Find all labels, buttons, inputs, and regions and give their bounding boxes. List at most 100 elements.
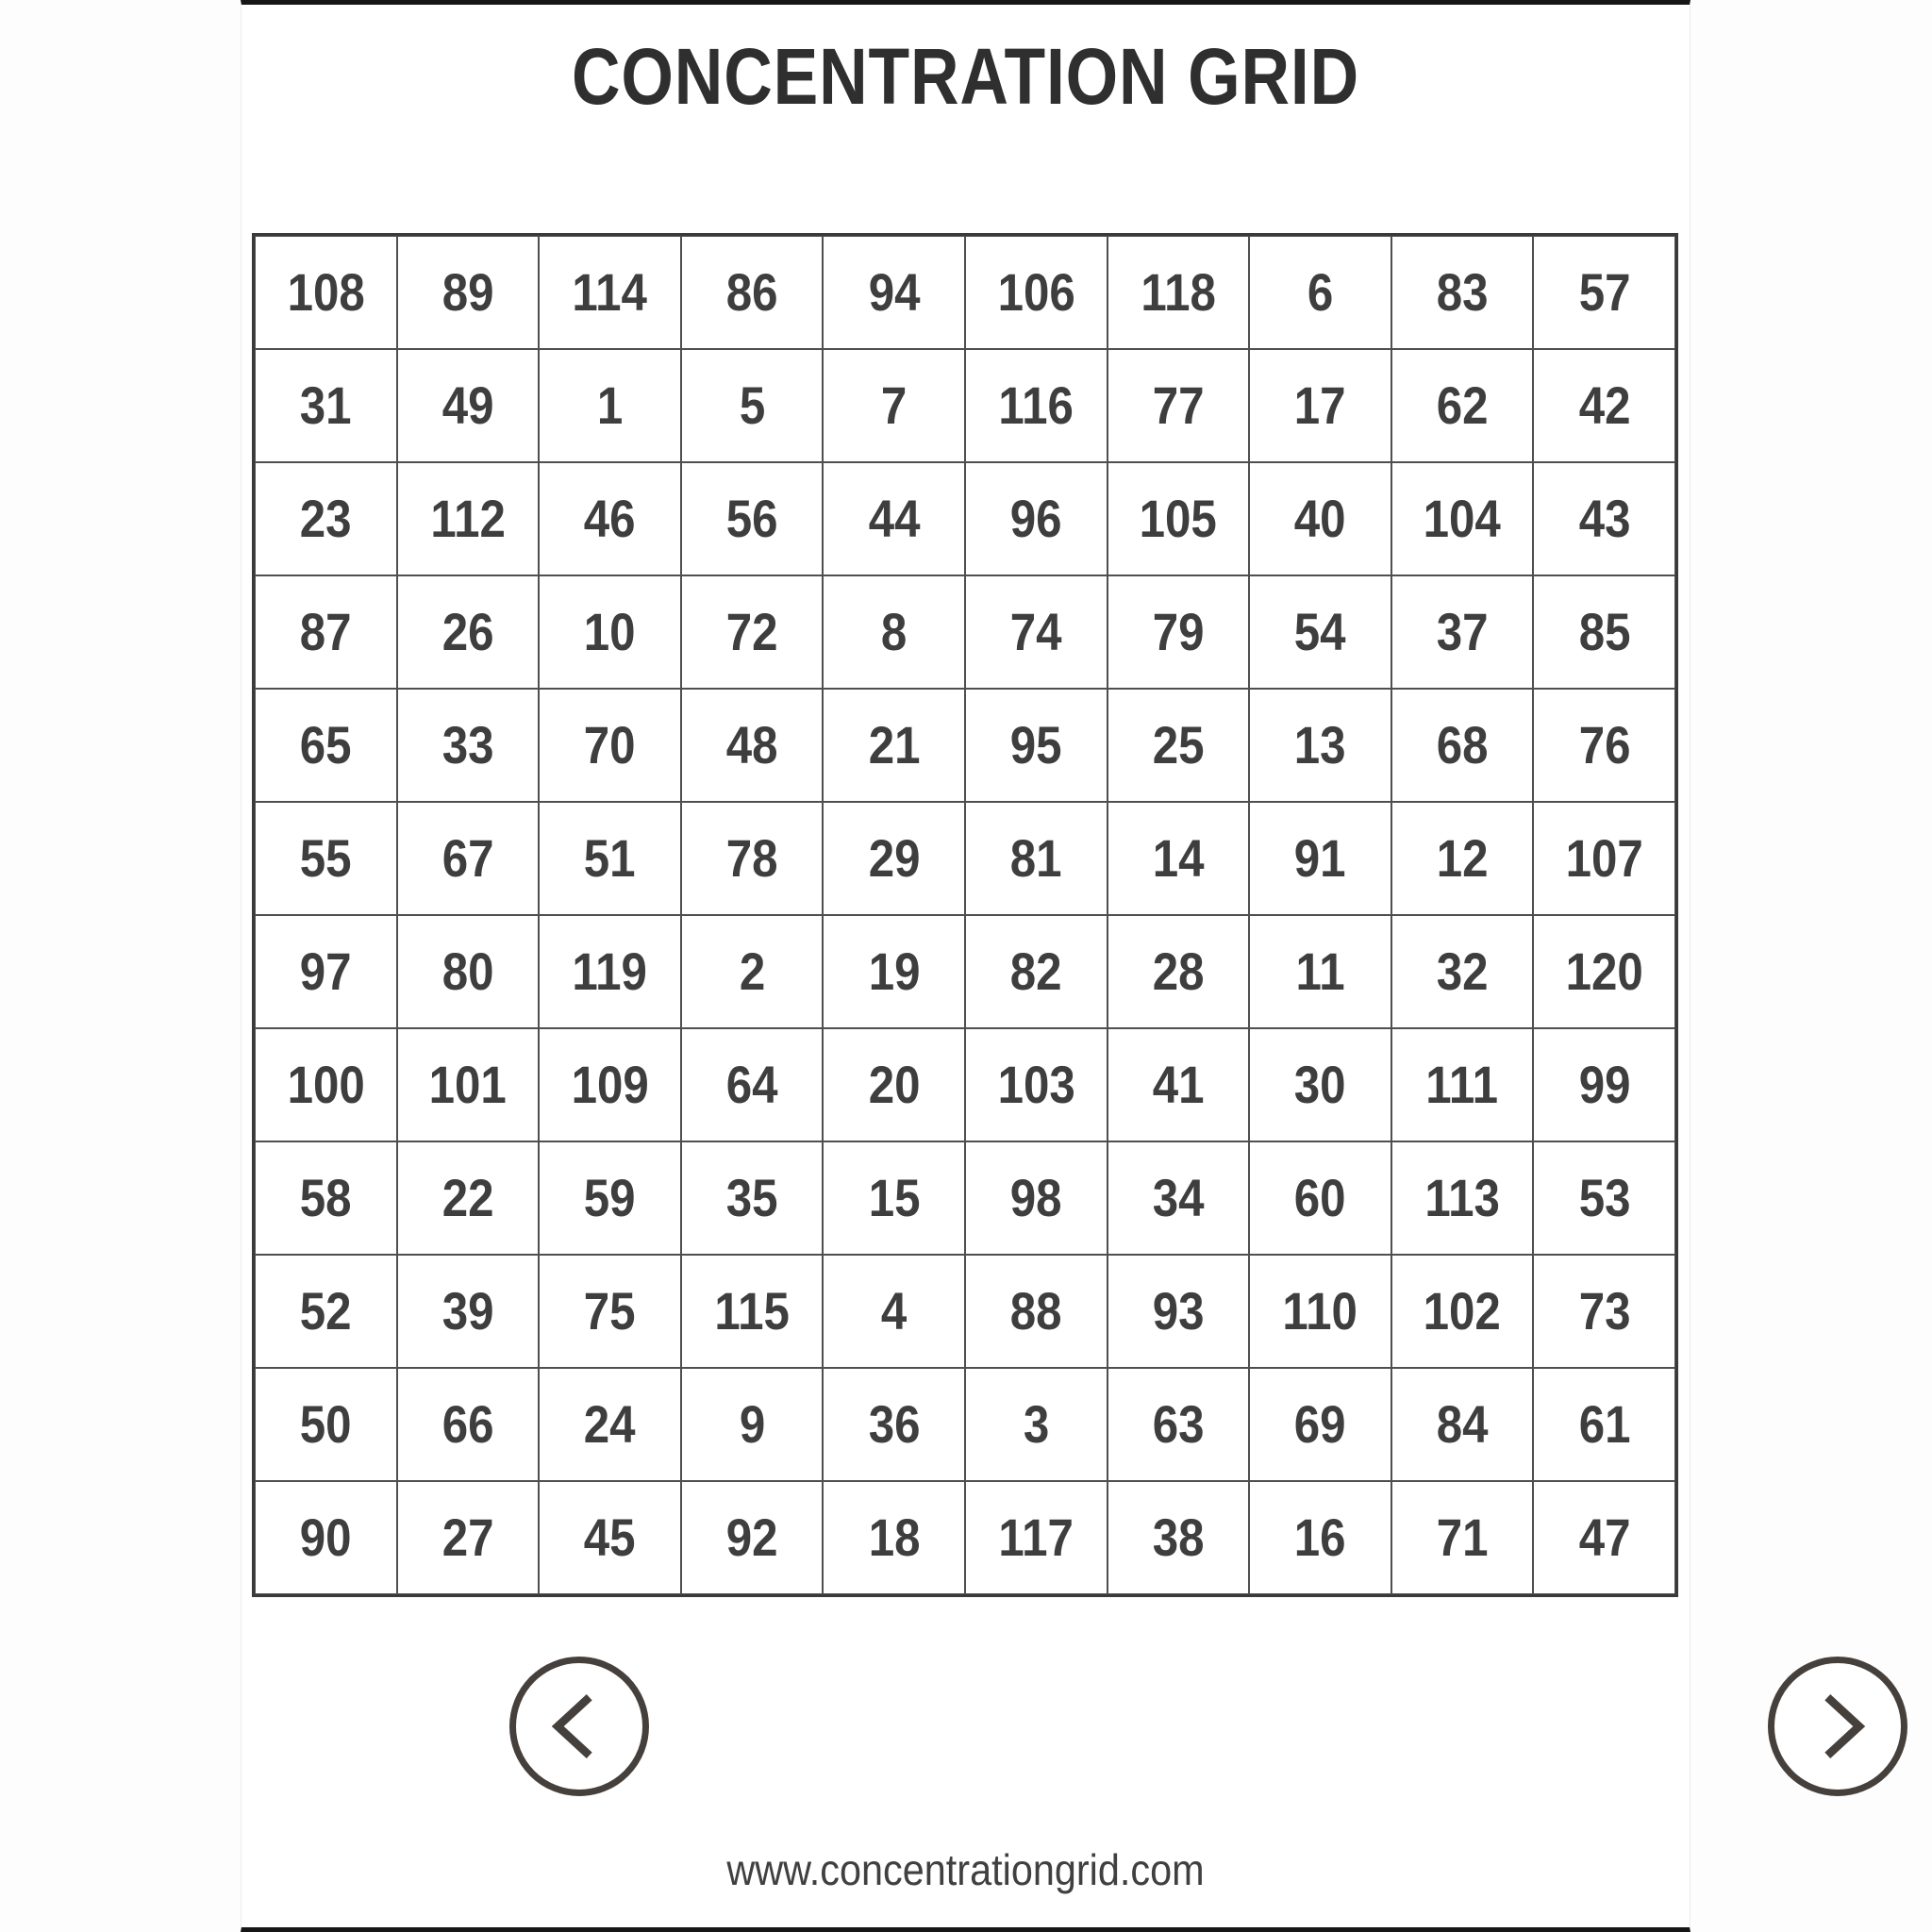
grid-cell-48[interactable]: 48: [680, 689, 824, 802]
grid-cell-83[interactable]: 83: [1391, 236, 1534, 349]
grid-cell-81[interactable]: 81: [965, 802, 1108, 915]
grid-cell-65[interactable]: 65: [255, 689, 397, 802]
grid-cell-99[interactable]: 99: [1533, 1028, 1675, 1141]
grid-cell-39[interactable]: 39: [396, 1255, 540, 1368]
grid-cell-63[interactable]: 63: [1107, 1368, 1250, 1481]
grid-cell-22[interactable]: 22: [396, 1141, 540, 1255]
grid-cell-3[interactable]: 3: [965, 1368, 1108, 1481]
grid-cell-89[interactable]: 89: [396, 236, 540, 349]
grid-cell-14[interactable]: 14: [1107, 802, 1250, 915]
grid-cell-94[interactable]: 94: [823, 236, 965, 349]
grid-cell-6[interactable]: 6: [1249, 236, 1391, 349]
grid-cell-92[interactable]: 92: [680, 1481, 824, 1594]
grid-cell-13[interactable]: 13: [1249, 689, 1391, 802]
grid-cell-19[interactable]: 19: [823, 915, 965, 1028]
grid-cell-86[interactable]: 86: [680, 236, 824, 349]
grid-cell-107[interactable]: 107: [1533, 802, 1675, 915]
grid-cell-30[interactable]: 30: [1249, 1028, 1391, 1141]
grid-cell-98[interactable]: 98: [965, 1141, 1108, 1255]
grid-cell-100[interactable]: 100: [255, 1028, 397, 1141]
grid-cell-78[interactable]: 78: [680, 802, 824, 915]
grid-cell-50[interactable]: 50: [255, 1368, 397, 1481]
grid-cell-29[interactable]: 29: [823, 802, 965, 915]
grid-cell-93[interactable]: 93: [1107, 1255, 1250, 1368]
grid-cell-79[interactable]: 79: [1107, 575, 1250, 689]
grid-cell-113[interactable]: 113: [1391, 1141, 1534, 1255]
grid-cell-111[interactable]: 111: [1391, 1028, 1534, 1141]
grid-cell-54[interactable]: 54: [1249, 575, 1391, 689]
grid-cell-26[interactable]: 26: [396, 575, 540, 689]
grid-cell-32[interactable]: 32: [1391, 915, 1534, 1028]
grid-cell-101[interactable]: 101: [396, 1028, 540, 1141]
grid-cell-66[interactable]: 66: [396, 1368, 540, 1481]
grid-cell-90[interactable]: 90: [255, 1481, 397, 1594]
grid-cell-95[interactable]: 95: [965, 689, 1108, 802]
grid-cell-42[interactable]: 42: [1533, 349, 1675, 462]
grid-cell-44[interactable]: 44: [823, 462, 965, 575]
grid-cell-72[interactable]: 72: [680, 575, 824, 689]
grid-cell-118[interactable]: 118: [1107, 236, 1250, 349]
grid-cell-112[interactable]: 112: [396, 462, 540, 575]
next-page-button[interactable]: [1768, 1657, 1907, 1796]
grid-cell-116[interactable]: 116: [965, 349, 1108, 462]
grid-cell-103[interactable]: 103: [965, 1028, 1108, 1141]
grid-cell-56[interactable]: 56: [680, 462, 824, 575]
grid-cell-71[interactable]: 71: [1391, 1481, 1534, 1594]
grid-cell-11[interactable]: 11: [1249, 915, 1391, 1028]
grid-cell-85[interactable]: 85: [1533, 575, 1675, 689]
grid-cell-20[interactable]: 20: [823, 1028, 965, 1141]
grid-cell-21[interactable]: 21: [823, 689, 965, 802]
grid-cell-70[interactable]: 70: [539, 689, 681, 802]
grid-cell-12[interactable]: 12: [1391, 802, 1534, 915]
grid-cell-5[interactable]: 5: [680, 349, 824, 462]
grid-cell-75[interactable]: 75: [539, 1255, 681, 1368]
grid-cell-15[interactable]: 15: [823, 1141, 965, 1255]
grid-cell-119[interactable]: 119: [539, 915, 681, 1028]
grid-cell-28[interactable]: 28: [1107, 915, 1250, 1028]
grid-cell-106[interactable]: 106: [965, 236, 1108, 349]
grid-cell-91[interactable]: 91: [1249, 802, 1391, 915]
grid-cell-17[interactable]: 17: [1249, 349, 1391, 462]
grid-cell-2[interactable]: 2: [680, 915, 824, 1028]
grid-cell-117[interactable]: 117: [965, 1481, 1108, 1594]
grid-cell-80[interactable]: 80: [396, 915, 540, 1028]
grid-cell-57[interactable]: 57: [1533, 236, 1675, 349]
grid-cell-9[interactable]: 9: [680, 1368, 824, 1481]
grid-cell-76[interactable]: 76: [1533, 689, 1675, 802]
grid-cell-88[interactable]: 88: [965, 1255, 1108, 1368]
grid-cell-68[interactable]: 68: [1391, 689, 1534, 802]
grid-cell-37[interactable]: 37: [1391, 575, 1534, 689]
grid-cell-61[interactable]: 61: [1533, 1368, 1675, 1481]
grid-cell-77[interactable]: 77: [1107, 349, 1250, 462]
grid-cell-109[interactable]: 109: [539, 1028, 681, 1141]
grid-cell-110[interactable]: 110: [1249, 1255, 1391, 1368]
grid-cell-33[interactable]: 33: [396, 689, 540, 802]
grid-cell-47[interactable]: 47: [1533, 1481, 1675, 1594]
grid-cell-41[interactable]: 41: [1107, 1028, 1250, 1141]
grid-cell-87[interactable]: 87: [255, 575, 397, 689]
grid-cell-67[interactable]: 67: [396, 802, 540, 915]
grid-cell-16[interactable]: 16: [1249, 1481, 1391, 1594]
grid-cell-114[interactable]: 114: [539, 236, 681, 349]
grid-cell-46[interactable]: 46: [539, 462, 681, 575]
grid-cell-53[interactable]: 53: [1533, 1141, 1675, 1255]
grid-cell-27[interactable]: 27: [396, 1481, 540, 1594]
grid-cell-105[interactable]: 105: [1107, 462, 1250, 575]
grid-cell-18[interactable]: 18: [823, 1481, 965, 1594]
grid-cell-104[interactable]: 104: [1391, 462, 1534, 575]
grid-cell-115[interactable]: 115: [680, 1255, 824, 1368]
grid-cell-96[interactable]: 96: [965, 462, 1108, 575]
grid-cell-24[interactable]: 24: [539, 1368, 681, 1481]
grid-cell-7[interactable]: 7: [823, 349, 965, 462]
grid-cell-120[interactable]: 120: [1533, 915, 1675, 1028]
grid-cell-102[interactable]: 102: [1391, 1255, 1534, 1368]
grid-cell-45[interactable]: 45: [539, 1481, 681, 1594]
grid-cell-8[interactable]: 8: [823, 575, 965, 689]
grid-cell-74[interactable]: 74: [965, 575, 1108, 689]
grid-cell-59[interactable]: 59: [539, 1141, 681, 1255]
grid-cell-49[interactable]: 49: [396, 349, 540, 462]
grid-cell-34[interactable]: 34: [1107, 1141, 1250, 1255]
grid-cell-1[interactable]: 1: [539, 349, 681, 462]
grid-cell-25[interactable]: 25: [1107, 689, 1250, 802]
grid-cell-10[interactable]: 10: [539, 575, 681, 689]
